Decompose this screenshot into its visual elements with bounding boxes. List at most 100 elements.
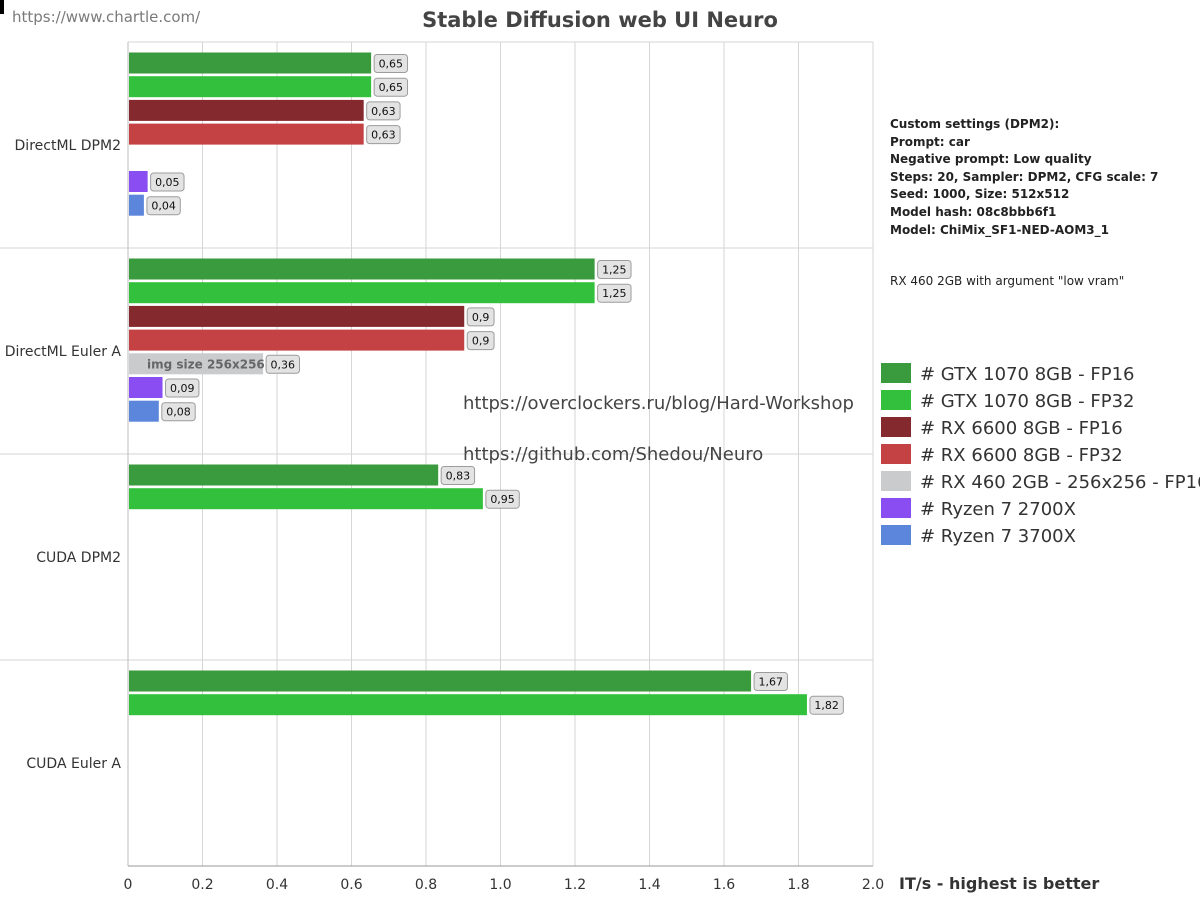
x-tick-label: 1.0 — [489, 877, 511, 893]
x-tick-label: 0.4 — [266, 877, 288, 893]
legend-swatch — [881, 525, 911, 545]
data-label-box — [440, 466, 476, 485]
data-label-box — [466, 331, 495, 351]
bar — [129, 377, 163, 398]
legend-label: # RX 6600 8GB - FP16 — [920, 418, 1123, 439]
bar — [129, 353, 264, 375]
data-label-box — [366, 125, 401, 145]
data-label-box — [466, 307, 495, 327]
bar — [129, 52, 372, 74]
bar — [129, 305, 465, 327]
x-tick-label: 0.6 — [340, 877, 362, 893]
note-line: Model hash: 08c8bbb6f1 — [890, 205, 1056, 219]
data-label: 0,05 — [155, 176, 180, 189]
bar — [129, 329, 465, 351]
data-label-box — [146, 196, 181, 216]
data-label: 0,65 — [379, 81, 404, 94]
data-label: 0,09 — [170, 382, 195, 395]
bar-inline-note: img size 256x256! — [147, 357, 270, 371]
bar — [129, 171, 148, 192]
legend-swatch — [881, 417, 911, 437]
legend-swatch — [881, 498, 911, 518]
note-line: Steps: 20, Sampler: DPM2, CFG scale: 7 — [890, 170, 1158, 184]
x-tick-label: 1.8 — [787, 877, 809, 893]
x-tick-label: 1.6 — [713, 877, 735, 893]
legend: # GTX 1070 8GB - FP16 # GTX 1070 8GB - FP… — [881, 363, 1200, 547]
data-label-box — [753, 672, 788, 691]
legend-swatch — [881, 390, 911, 410]
source-url: https://www.chartle.com/ — [12, 8, 201, 26]
bar — [129, 123, 364, 145]
data-label-box — [485, 489, 520, 509]
x-tick-label: 1.2 — [564, 877, 586, 893]
legend-label: # RX 460 2GB - 256x256 - FP16 — [920, 472, 1200, 493]
settings-notes: Custom settings (DPM2): Prompt: car Nega… — [890, 117, 1158, 288]
data-label-box — [597, 283, 632, 303]
data-label: 1,25 — [602, 287, 627, 300]
watermark-github: https://github.com/Shedou/Neuro — [463, 444, 763, 465]
data-label-box — [165, 378, 200, 398]
note-line: Prompt: car — [890, 135, 970, 149]
low-vram-note: RX 460 2GB with argument "low vram" — [890, 274, 1124, 288]
x-tick-label: 0 — [124, 877, 133, 893]
category-label: CUDA DPM2 — [36, 550, 121, 566]
data-label: 0,65 — [379, 58, 404, 71]
x-tick-label: 2.0 — [862, 877, 884, 893]
bar — [129, 464, 439, 486]
x-axis-label: IT/s - highest is better — [899, 874, 1099, 893]
data-label: 0,63 — [371, 105, 396, 118]
category-labels: DirectML DPM2 DirectML Euler A CUDA DPM2 CU… — [5, 138, 122, 772]
data-label-box — [265, 354, 301, 374]
data-label-box — [366, 101, 401, 121]
bar — [129, 488, 483, 510]
watermark-overclockers: https://overclockers.ru/blog/Hard-Worksh… — [463, 393, 854, 414]
chart-title: Stable Diffusion web UI Neuro — [422, 8, 778, 32]
category-label: DirectML DPM2 — [15, 138, 121, 154]
x-tick-label: 1.4 — [638, 877, 660, 893]
data-label: 0,63 — [371, 129, 396, 142]
bar — [129, 400, 159, 422]
note-line: Custom settings (DPM2): — [890, 117, 1059, 131]
legend-label: # GTX 1070 8GB - FP32 — [920, 391, 1135, 412]
data-label: 0,04 — [151, 200, 176, 213]
data-label: 1,67 — [759, 676, 784, 689]
data-label: 0,95 — [490, 493, 515, 506]
data-label: 0,9 — [472, 335, 490, 348]
legend-swatch — [881, 444, 911, 464]
legend-swatch — [881, 363, 911, 383]
data-label: 1,25 — [602, 264, 627, 277]
bar — [129, 99, 364, 121]
data-label: 0,36 — [271, 358, 296, 371]
note-line: Model: ChiMix_SF1-NED-AOM3_1 — [890, 223, 1109, 238]
category-label: DirectML Euler A — [5, 344, 122, 360]
note-line: Seed: 1000, Size: 512x512 — [890, 187, 1069, 201]
data-label: 0,83 — [446, 470, 471, 483]
data-label-box — [150, 172, 185, 192]
data-label: 0,08 — [166, 406, 191, 419]
corner-mark — [0, 0, 4, 14]
data-label-box — [373, 54, 409, 73]
bar — [129, 694, 807, 716]
x-tick-label: 0.2 — [191, 877, 213, 893]
data-label-box — [597, 260, 632, 279]
data-label-box — [373, 77, 409, 97]
legend-label: # Ryzen 7 2700X — [920, 499, 1076, 520]
x-tick-labels: 0 0.2 0.4 0.6 0.8 1.0 1.2 1.4 1.6 1.8 2.0 — [124, 877, 885, 893]
data-label-box — [809, 695, 844, 715]
data-label-box — [161, 402, 196, 422]
bar — [129, 76, 372, 98]
data-label: 1,82 — [814, 699, 839, 712]
bars: 0,65 1,25 0,83 1,67 0,65 1,25 0,95 1,82 0,63 0,9 0… — [129, 52, 844, 716]
category-label: CUDA Euler A — [26, 756, 121, 772]
bar — [129, 670, 752, 692]
bar — [129, 194, 144, 216]
legend-label: # GTX 1070 8GB - FP16 — [920, 364, 1135, 385]
data-label: 0,9 — [472, 311, 490, 324]
bar — [129, 282, 595, 304]
legend-label: # RX 6600 8GB - FP32 — [920, 445, 1123, 466]
legend-swatch — [881, 471, 911, 491]
x-tick-label: 0.8 — [415, 877, 437, 893]
grid — [0, 41, 874, 867]
